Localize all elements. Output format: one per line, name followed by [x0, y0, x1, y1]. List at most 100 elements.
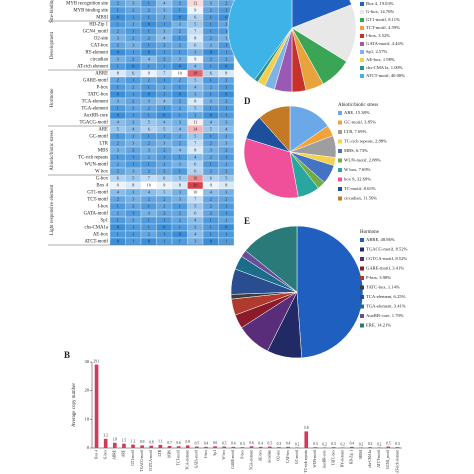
- cell-value: 3: [117, 147, 119, 152]
- legend-label: AuxRR-core, 1.70%: [366, 313, 404, 319]
- cell-value: 8: [225, 70, 227, 75]
- value-label: 0.9: [140, 440, 145, 444]
- cell-value: 3: [117, 56, 119, 61]
- cell-value: 2: [210, 35, 212, 40]
- bar: [331, 447, 336, 448]
- value-label: 0.6: [213, 441, 218, 445]
- cell-value: 2: [163, 14, 165, 19]
- bar: [377, 447, 382, 448]
- value-label: 0.4: [286, 442, 291, 446]
- cell-value: 7: [194, 28, 196, 33]
- cell-value: 4: [179, 147, 182, 152]
- group-label: Light responsive element: [50, 184, 55, 235]
- cell-value: 5: [194, 21, 196, 26]
- cell-value: 1: [148, 42, 150, 47]
- cell-value: 1: [132, 154, 134, 159]
- cell-value: 2: [210, 84, 212, 89]
- cell-value: 3: [148, 147, 150, 152]
- cell-value: 1: [179, 224, 181, 229]
- bar: [258, 446, 263, 448]
- cell-value: 1: [117, 7, 119, 12]
- cell-value: 1: [225, 49, 227, 54]
- x-tick-label: Box 4: [94, 450, 98, 459]
- cell-value: 6: [210, 70, 212, 75]
- cell-value: 1: [210, 161, 212, 166]
- cell-value: 1: [148, 63, 150, 68]
- cell-value: 0: [148, 91, 150, 96]
- cell-value: 1: [210, 224, 212, 229]
- row-label: TATC-box: [88, 93, 109, 98]
- value-label: 0.2: [377, 442, 382, 446]
- legend-label: MBS, 6.73%: [344, 148, 368, 154]
- cell-value: 4: [163, 35, 166, 40]
- legend-swatch: [338, 187, 342, 191]
- cell-value: 1: [225, 105, 227, 110]
- value-label: 3.2: [103, 434, 108, 438]
- legend-swatch: [360, 34, 364, 38]
- cell-value: 5: [148, 119, 150, 124]
- legend-swatch: [360, 285, 364, 290]
- cell-value: 4: [163, 0, 166, 5]
- cell-value: 2: [163, 210, 165, 215]
- cell-value: 8: [194, 98, 196, 103]
- pie-slice: [245, 225, 298, 293]
- cell-value: 1: [179, 154, 181, 159]
- cell-value: 10: [193, 189, 197, 194]
- legend-swatch: [360, 74, 364, 78]
- cell-value: 9: [148, 70, 150, 75]
- cell-value: 2: [179, 105, 181, 110]
- cell-value: 1: [163, 49, 165, 54]
- cell-value: 1: [148, 84, 150, 89]
- cell-value: 2: [179, 217, 181, 222]
- legend-swatch: [360, 66, 364, 70]
- cell-value: 1: [132, 238, 134, 243]
- cell-value: 2: [225, 98, 227, 103]
- cell-value: 0: [117, 14, 119, 19]
- cell-value: 1: [117, 84, 119, 89]
- x-tick-label: MBS: [167, 450, 171, 458]
- value-label: 0.2: [295, 442, 300, 446]
- value-label: 0.5: [386, 441, 391, 445]
- row-label: ARE: [98, 128, 108, 133]
- cell-value: 1: [163, 154, 165, 159]
- legend-label: AE-box, 1.98%: [366, 57, 395, 63]
- bar: [176, 446, 181, 448]
- panel-label: B: [64, 350, 70, 360]
- cell-value: 1: [163, 238, 165, 243]
- cell-value: 4: [194, 231, 197, 236]
- bar: [94, 364, 99, 448]
- row-label: ABRE: [95, 72, 108, 77]
- cell-value: 12: [193, 0, 197, 5]
- y-axis-label: Average copy number: [72, 383, 77, 427]
- cell-value: 3: [225, 189, 227, 194]
- value-label: 0.4: [231, 442, 236, 446]
- cell-value: 0: [210, 112, 212, 117]
- legend-swatch: [360, 266, 364, 271]
- bar: [240, 447, 245, 448]
- bar: [185, 445, 190, 448]
- cell-value: 0: [225, 14, 227, 19]
- cell-value: 3: [194, 238, 196, 243]
- legend-label: GC-motif, 3.85%: [344, 120, 376, 126]
- panel-label: D: [244, 96, 251, 106]
- cell-value: 2: [179, 28, 181, 33]
- cell-value: 1: [117, 203, 119, 208]
- legend-swatch: [360, 50, 364, 54]
- row-label: MYB recognition site: [66, 2, 108, 7]
- cell-value: 1: [210, 91, 212, 96]
- cell-value: 0: [148, 238, 150, 243]
- cell-value: 2: [225, 0, 227, 5]
- x-tick-label: LTR: [158, 449, 162, 456]
- legend-swatch: [360, 238, 364, 242]
- cell-value: 1: [210, 21, 212, 26]
- cell-value: 0: [117, 224, 119, 229]
- legend-swatch: [360, 26, 364, 30]
- value-label: 0.3: [240, 442, 245, 446]
- cell-value: 1: [117, 21, 119, 26]
- legend-label: TGA-element, 3.41%: [366, 304, 406, 310]
- legend-swatch: [338, 139, 342, 144]
- cell-value: 2: [225, 77, 227, 82]
- cell-value: 1: [148, 133, 150, 138]
- cell-value: 0: [179, 231, 181, 236]
- cell-value: 1: [179, 203, 181, 208]
